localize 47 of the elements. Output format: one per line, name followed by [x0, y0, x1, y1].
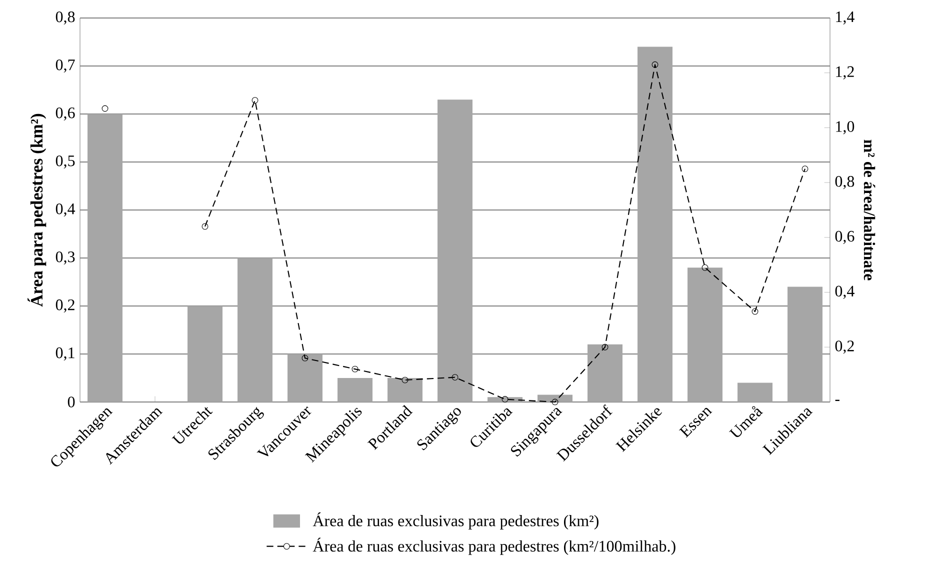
y-tick-label: 0,4	[56, 203, 76, 217]
bar	[788, 286, 822, 402]
y-tick-label: 0,1	[56, 347, 74, 361]
y2-tick-label: 1,4	[836, 11, 854, 25]
bar	[188, 306, 223, 402]
y-tick-label: 0	[68, 396, 75, 408]
bar	[238, 258, 273, 402]
y2-tick-label: 0,8	[835, 176, 854, 190]
y-tick-label: 0,2	[56, 299, 74, 313]
point	[302, 354, 308, 362]
bar	[288, 354, 322, 402]
y2-tick-label: -	[835, 400, 840, 401]
point	[202, 223, 208, 230]
point	[352, 366, 358, 372]
y-tick-label: 0,8	[56, 11, 75, 25]
bar	[338, 378, 373, 402]
bar	[388, 378, 423, 402]
point	[702, 264, 708, 271]
point	[752, 308, 758, 315]
y2-tick-label: 1,2	[836, 66, 854, 80]
bar	[688, 268, 722, 402]
y2-tick-label: 0,4	[835, 286, 854, 299]
y-tick-label: 0,3	[56, 251, 75, 265]
y-tick-label: 0,5	[56, 155, 75, 169]
y2-tick-label: 0,2	[835, 340, 854, 354]
bar	[88, 114, 122, 402]
bar	[588, 344, 622, 402]
legend-label: Área de ruas exclusivas para pedestres (km²)	[312, 512, 598, 530]
bar	[438, 100, 472, 402]
bar	[638, 46, 672, 402]
y-axis-title: Área para pedestres (km²)	[28, 114, 46, 307]
y-tick-label: 0,6	[56, 107, 75, 121]
point	[252, 97, 258, 104]
point	[452, 374, 458, 380]
y2-axis-title: m² de área/habitnate	[864, 140, 876, 280]
point	[102, 105, 108, 112]
point	[802, 166, 808, 172]
legend-label: Área de ruas exclusivas para pedestres (km²/100milhab.)	[312, 538, 676, 555]
y2-tick-label: 1,0	[836, 121, 854, 134]
y2-tick-label: 0,6	[835, 230, 854, 244]
y-tick-label: 0,7	[56, 59, 75, 73]
point	[652, 61, 658, 68]
point	[552, 398, 558, 406]
bar	[738, 382, 773, 402]
point	[502, 396, 508, 402]
point	[402, 376, 408, 384]
point	[602, 344, 608, 350]
